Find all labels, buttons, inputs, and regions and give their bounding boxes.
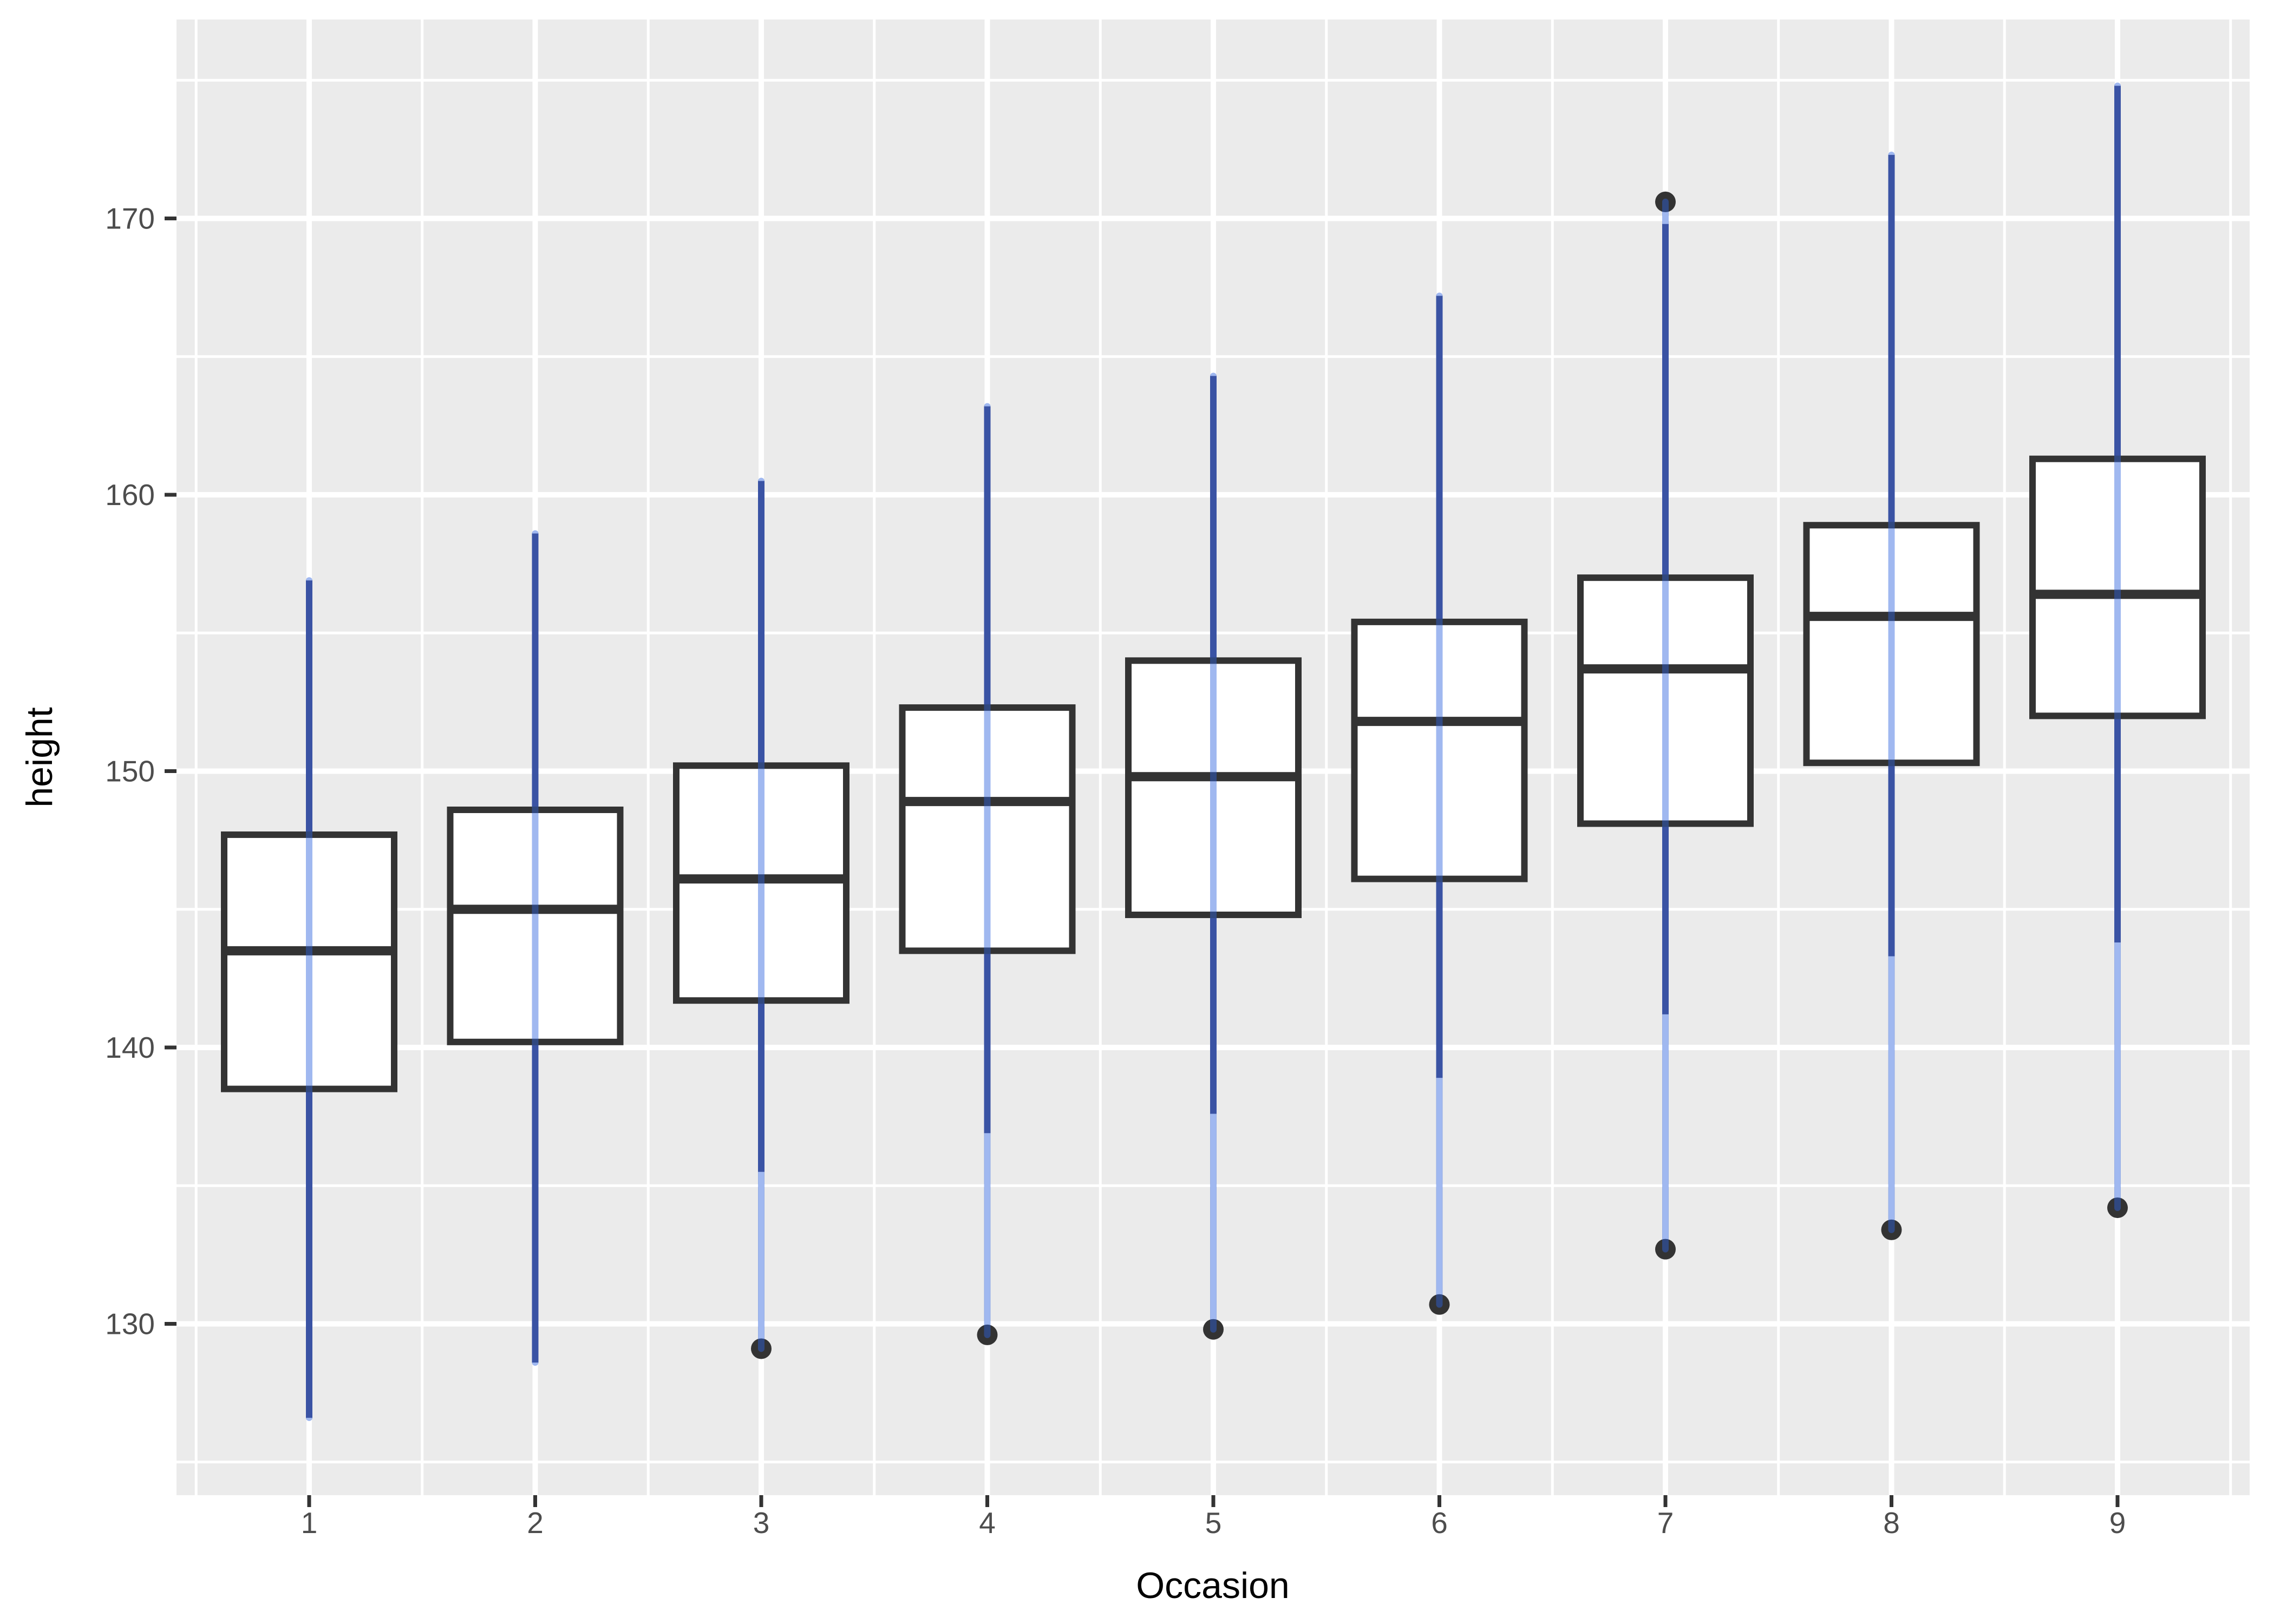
y-tick-label-160: 160: [105, 478, 155, 512]
outlier-dot: [977, 1324, 998, 1345]
y-tick-label-170: 170: [105, 202, 155, 235]
boxplot-occasion-4: [899, 403, 1076, 1345]
iqr-box: [1803, 522, 1980, 767]
iqr-box: [2029, 455, 2206, 719]
x-tick-label-1: 1: [301, 1506, 318, 1540]
boxplot-occasion-5: [1125, 372, 1302, 1340]
iqr-box: [1351, 618, 1528, 882]
iqr-box: [221, 831, 397, 1092]
x-tick-label-7: 7: [1657, 1506, 1674, 1540]
x-axis-title: Occasion: [1136, 1565, 1289, 1606]
boxplot-occasion-9: [2029, 82, 2206, 1219]
boxplot-occasion-6: [1351, 292, 1528, 1315]
x-tick-label-9: 9: [2109, 1506, 2126, 1540]
boxplot-occasion-1: [221, 577, 397, 1422]
y-axis-title: height: [19, 707, 60, 807]
boxplot-occasion-2: [447, 530, 624, 1366]
x-tick-label-5: 5: [1205, 1506, 1222, 1540]
y-tick-label-140: 140: [105, 1031, 155, 1064]
y-tick-label-130: 130: [105, 1307, 155, 1340]
x-tick-label-8: 8: [1883, 1506, 1900, 1540]
boxplot-occasion-3: [673, 477, 850, 1359]
outlier-dot: [751, 1338, 772, 1359]
data-layer: [221, 82, 2206, 1422]
x-tick-label-6: 6: [1431, 1506, 1448, 1540]
outlier-dot: [1881, 1219, 1902, 1240]
boxplot-occasion-7: [1577, 191, 1754, 1260]
iqr-box: [1577, 574, 1754, 827]
iqr-box: [899, 704, 1076, 954]
outlier-dot: [1429, 1294, 1450, 1315]
outlier-dot: [1203, 1319, 1224, 1340]
outlier-dot: [1655, 1239, 1676, 1260]
boxplot-occasion-8: [1803, 152, 1980, 1240]
outlier-dot: [1655, 191, 1676, 212]
iqr-box: [447, 806, 624, 1045]
iqr-box: [1125, 657, 1302, 918]
x-tick-label-4: 4: [979, 1506, 996, 1540]
x-tick-label-2: 2: [527, 1506, 544, 1540]
y-tick-label-150: 150: [105, 755, 155, 788]
outlier-dot: [2107, 1197, 2128, 1219]
x-tick-label-3: 3: [753, 1506, 770, 1540]
axis-layer: 130 140 150 160 170 1 2 3 4 5 6 7 8 9: [105, 202, 2126, 1540]
